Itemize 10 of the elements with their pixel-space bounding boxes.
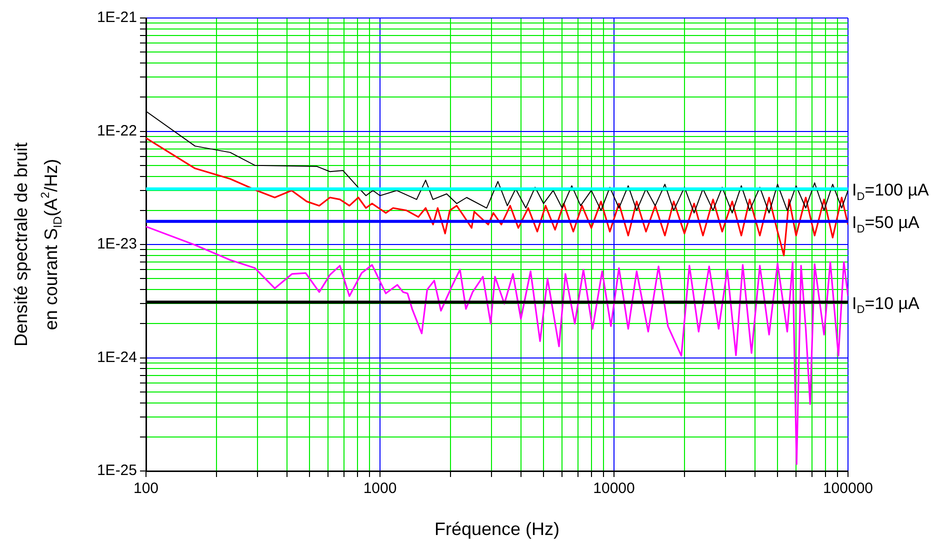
y-tick-label: 1E-21 [96, 9, 137, 26]
y-tick-label: 1E-23 [96, 236, 137, 253]
x-axis-title: Fréquence (Hz) [434, 519, 560, 540]
y-tick-label: 1E-24 [96, 348, 137, 366]
y-tick-label: 1E-22 [96, 122, 137, 140]
x-tick-label: 100000 [822, 480, 874, 498]
x-tick-label: 10000 [593, 480, 635, 498]
y-tick-label: 1E-25 [96, 462, 137, 480]
x-tick-label: 100 [133, 480, 159, 498]
x-tick-label: 1000 [363, 480, 397, 498]
